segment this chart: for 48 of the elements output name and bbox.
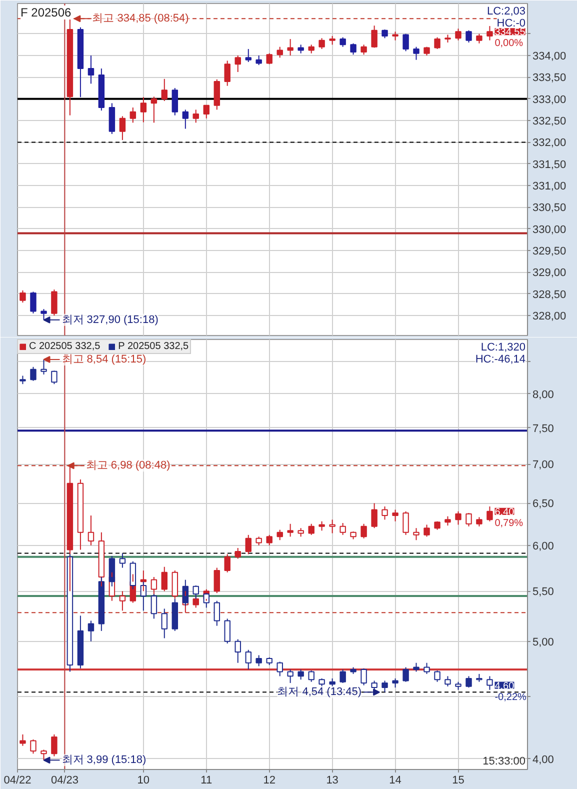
x-tick-label: 12 xyxy=(263,774,276,786)
annotation: 최저 327,90 (15:18) xyxy=(62,314,158,326)
y-tick-label: 4,00 xyxy=(532,754,554,766)
annotation: 0,79% xyxy=(494,518,524,529)
y-tick-label: 333,00 xyxy=(532,94,566,106)
y-tick-label: 5,50 xyxy=(532,586,554,598)
annotation: HC:-0 xyxy=(496,18,526,30)
legend-label: C 202505 332,5 xyxy=(29,341,100,352)
y-tick-label: 334,00 xyxy=(532,50,566,63)
x-tick-label: 04/23 xyxy=(50,774,78,786)
annotation: 최고 334,85 (08:54) xyxy=(92,12,189,25)
chart-title: F 202506 xyxy=(20,6,72,20)
annotation: LC:1,320 xyxy=(480,342,526,354)
y-tick-label: 329,00 xyxy=(532,267,566,280)
y-tick-label: 332,00 xyxy=(532,137,566,150)
x-tick-label: 11 xyxy=(200,774,212,786)
annotation: 최저 4,54 (13:45) xyxy=(277,686,362,698)
annotation: 0,00% xyxy=(494,38,524,50)
x-tick-label: 14 xyxy=(389,774,402,786)
y-tick-label: 328,00 xyxy=(532,310,566,323)
y-tick-label: 7,00 xyxy=(532,459,554,472)
y-tick-label: 329,50 xyxy=(532,246,566,258)
annotation: 4,60 xyxy=(494,680,515,692)
annotation: HC:-46,14 xyxy=(475,354,526,366)
y-tick-label: 328,50 xyxy=(532,288,566,301)
y-tick-label: 7,50 xyxy=(532,422,554,435)
annotation: 6,40 xyxy=(494,506,515,518)
x-tick-label: 13 xyxy=(326,774,338,786)
x-tick-label: 10 xyxy=(137,774,150,786)
annotation: 최저 3,99 (15:18) xyxy=(62,754,146,766)
y-tick-label: 330,50 xyxy=(532,202,566,214)
annotation: 15:33:00 xyxy=(482,756,526,768)
annotation: 최고 6,98 (08:48) xyxy=(86,460,170,472)
x-tick-label: 04/22 xyxy=(4,774,32,786)
annotation: -0,22% xyxy=(494,692,527,703)
y-tick-label: 6,00 xyxy=(532,540,554,552)
annotation: 최고 8,54 (15:15) xyxy=(62,353,146,366)
y-tick-label: 8,00 xyxy=(532,388,554,401)
y-tick-label: 6,50 xyxy=(532,498,554,510)
y-tick-label: 330,00 xyxy=(532,224,566,236)
x-tick-label: 15 xyxy=(452,774,464,786)
y-tick-label: 331,50 xyxy=(532,158,566,171)
annotation: LC:2,03 xyxy=(486,6,526,18)
y-tick-label: 5,00 xyxy=(532,636,554,648)
y-tick-label: 331,00 xyxy=(532,180,566,193)
y-tick-label: 333,50 xyxy=(532,72,566,84)
legend-label: P 202505 332,5 xyxy=(118,341,189,352)
y-tick-label: 332,50 xyxy=(532,116,566,128)
